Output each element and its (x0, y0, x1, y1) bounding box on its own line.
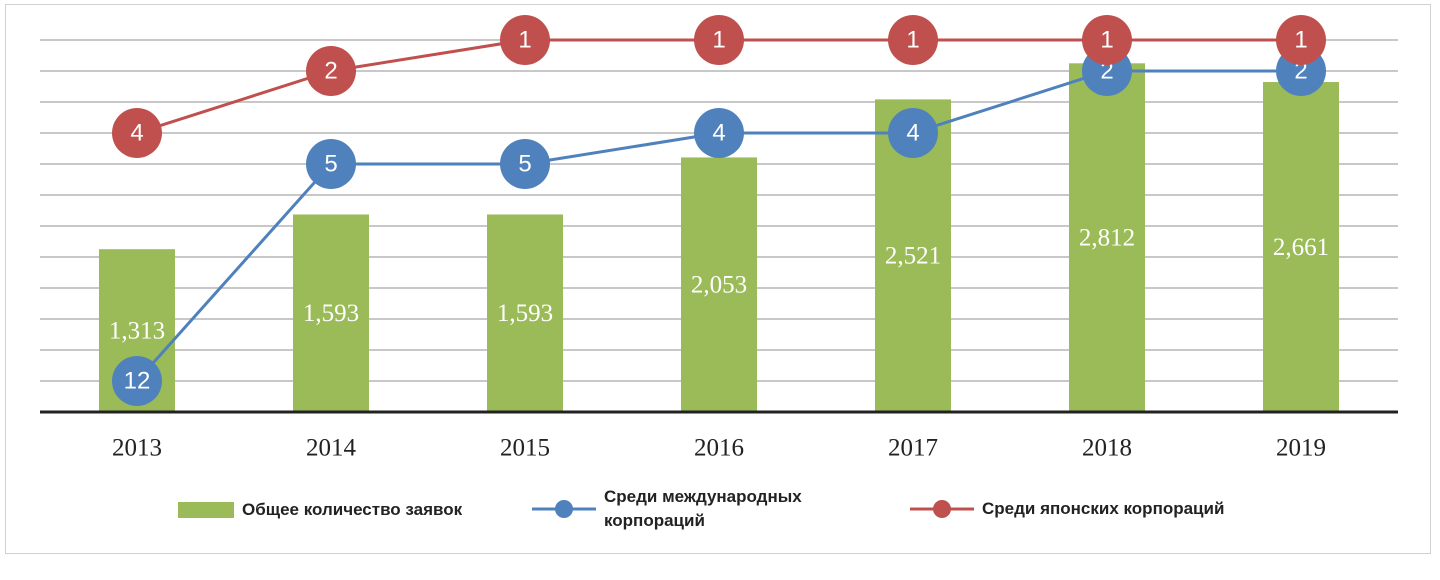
point (500, 139, 550, 189)
legend-swatch-dot (933, 500, 951, 518)
legend-swatch (910, 500, 974, 518)
bar (1263, 82, 1339, 412)
point (888, 108, 938, 158)
legend-swatch (532, 500, 596, 518)
point (694, 108, 744, 158)
bar (681, 157, 757, 412)
bar-value-label: 1,313 (109, 317, 165, 344)
point-label: 2 (324, 57, 337, 84)
legend-swatch-dot (555, 500, 573, 518)
point-label: 12 (124, 367, 151, 394)
bar-value-label: 2,053 (691, 271, 747, 298)
bar (1069, 63, 1145, 412)
legend-label: Среди международных корпораций (604, 487, 802, 530)
point (112, 108, 162, 158)
legend-label: Среди японских корпораций (982, 499, 1225, 518)
bar (293, 214, 369, 412)
point (306, 139, 356, 189)
point-label: 1 (906, 26, 919, 53)
point-label: 1 (518, 26, 531, 53)
legend-swatch-rect (178, 502, 234, 518)
x-tick-label: 2013 (112, 435, 162, 462)
point (306, 46, 356, 96)
x-tick-label: 2018 (1082, 435, 1132, 462)
bar-value-label: 2,812 (1079, 224, 1135, 251)
legend-item: Среди японских корпораций (910, 497, 1224, 521)
point (112, 356, 162, 406)
legend-item: Общее количество заявок (178, 498, 462, 522)
bar-value-label: 2,521 (885, 242, 941, 269)
point-label: 5 (324, 150, 337, 177)
bar-value-label: 1,593 (497, 300, 553, 327)
point-label: 1 (1294, 26, 1307, 53)
point-label: 4 (712, 119, 725, 146)
point-label: 4 (906, 119, 919, 146)
bar-value-label: 1,593 (303, 300, 359, 327)
legend-item: Среди международных корпораций (532, 485, 844, 533)
x-tick-label: 2015 (500, 435, 550, 462)
x-tick-label: 2017 (888, 435, 938, 462)
x-tick-label: 2016 (694, 435, 744, 462)
legend-label: Общее количество заявок (242, 500, 463, 519)
point (1276, 15, 1326, 65)
point-label: 5 (518, 150, 531, 177)
x-tick-label: 2014 (306, 435, 357, 462)
point (1082, 15, 1132, 65)
bar-value-label: 2,661 (1273, 234, 1329, 261)
point (888, 15, 938, 65)
x-tick-label: 2019 (1276, 435, 1326, 462)
bar (487, 214, 563, 412)
point-label: 1 (712, 26, 725, 53)
chart-frame (5, 4, 1431, 554)
point (694, 15, 744, 65)
legend-swatch (178, 502, 234, 518)
point-label: 1 (1100, 26, 1113, 53)
point (500, 15, 550, 65)
point-label: 4 (130, 119, 143, 146)
